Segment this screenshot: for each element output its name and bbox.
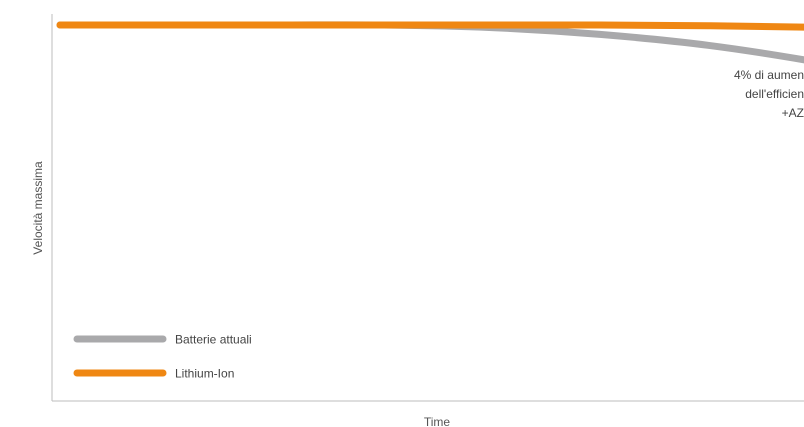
axes	[51, 14, 804, 402]
legend-label-lithium: Lithium-Ion	[175, 367, 234, 381]
legend-label-batterie: Batterie attuali	[175, 333, 252, 347]
legend-item-lithium: Lithium-Ion	[73, 367, 234, 381]
annotation-line-1: 4% di aumen	[734, 68, 804, 82]
annotation-line-2: dell'efficien	[745, 87, 804, 101]
x-axis-title: Time	[424, 415, 451, 427]
series-line-lithium	[56, 21, 804, 31]
series-line-batterie	[56, 21, 804, 64]
y-axis-title: Velocità massima	[31, 161, 45, 255]
annotation: 4% di aumen dell'efficien +AZ	[734, 68, 804, 120]
series-layer	[56, 21, 804, 64]
legend: Batterie attuali Lithium-Ion	[73, 333, 252, 381]
legend-item-batterie: Batterie attuali	[73, 333, 252, 347]
annotation-line-3: +AZ	[782, 106, 804, 120]
